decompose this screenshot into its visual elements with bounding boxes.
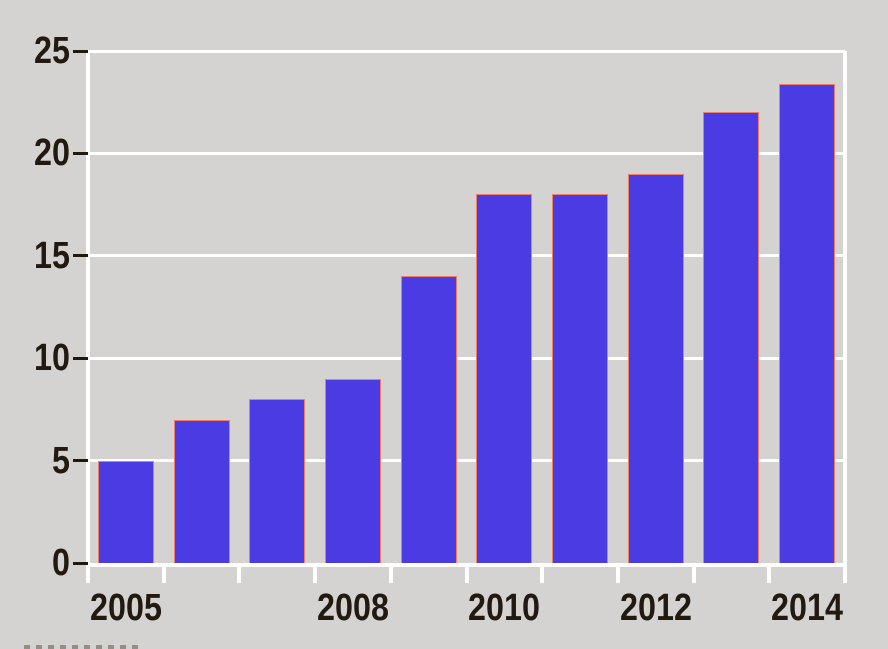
x-axis-label-2008: 2008	[316, 587, 389, 629]
gridline-y-10	[88, 356, 845, 360]
cutoff-text-fragment	[24, 645, 142, 649]
x-axis-label-2010: 2010	[468, 587, 541, 629]
bar-2014	[779, 83, 836, 563]
y-tick-5	[73, 459, 88, 463]
y-axis-label-10: 10	[34, 337, 70, 380]
x-tick-2	[237, 567, 242, 583]
y-axis-label-20: 20	[34, 132, 70, 175]
y-tick-20	[73, 151, 88, 155]
gridline-y-25	[88, 49, 845, 53]
bar-2005	[97, 460, 154, 563]
gridline-y-15	[88, 254, 845, 258]
x-tick-4	[388, 567, 393, 583]
bar-2013	[703, 112, 760, 563]
x-tick-9	[767, 567, 772, 583]
x-axis-line	[86, 563, 847, 567]
x-tick-1	[161, 567, 166, 583]
x-tick-0	[86, 567, 90, 583]
x-tick-8	[691, 567, 696, 583]
gridline-y-20	[88, 151, 845, 155]
x-tick-6	[540, 567, 545, 583]
y-tick-15	[73, 254, 88, 258]
y-axis-spine-left	[86, 51, 90, 579]
x-tick-7	[615, 567, 620, 583]
bar-2010	[476, 194, 533, 563]
x-tick-5	[464, 567, 469, 583]
x-axis-label-2014: 2014	[771, 587, 844, 629]
bar-2012	[627, 173, 684, 563]
gridline-y-5	[88, 459, 845, 463]
bar-2006	[173, 419, 230, 563]
x-tick-10	[843, 567, 847, 583]
y-axis-spine-right	[843, 51, 847, 563]
y-axis-label-0: 0	[52, 542, 70, 584]
x-axis-label-2012: 2012	[619, 587, 692, 629]
y-tick-10	[73, 356, 88, 360]
y-tick-0	[73, 561, 88, 565]
y-axis-label-25: 25	[34, 30, 70, 72]
bar-2011	[552, 194, 609, 563]
bar-2008	[324, 378, 381, 563]
y-tick-25	[73, 49, 88, 53]
x-tick-3	[313, 567, 318, 583]
x-axis-label-2005: 2005	[89, 587, 162, 629]
y-axis-label-15: 15	[34, 234, 70, 277]
plot-area	[86, 49, 847, 579]
bar-2009	[400, 276, 457, 563]
y-axis-label-5: 5	[52, 439, 70, 482]
bar-2007	[249, 399, 306, 563]
